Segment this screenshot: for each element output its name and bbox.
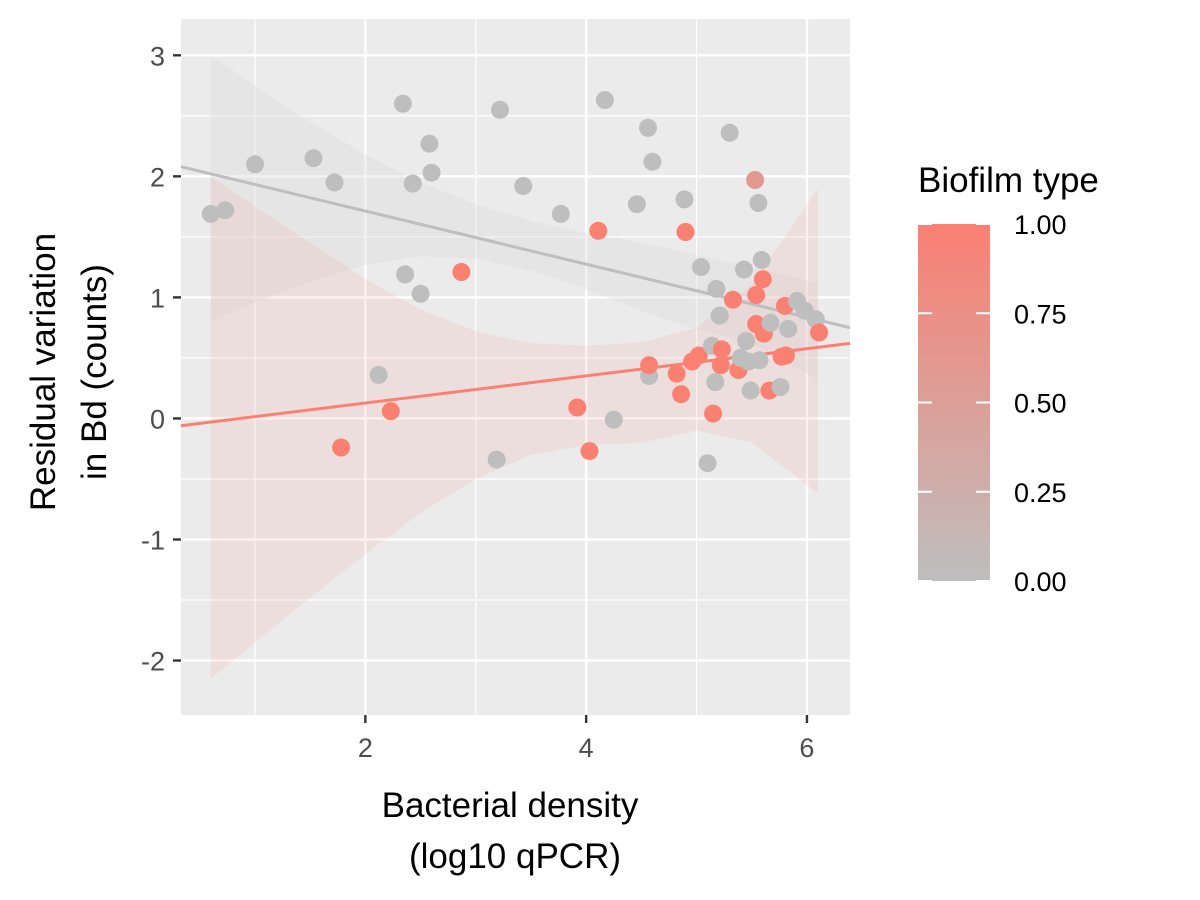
- data-point: [779, 319, 798, 338]
- y-axis: 3 2 1 0 -1 -2: [141, 41, 181, 677]
- data-point: [689, 346, 708, 365]
- data-point: [810, 323, 829, 342]
- data-point: [707, 279, 726, 298]
- data-point: [672, 385, 691, 404]
- data-point: [332, 438, 351, 457]
- data-point: [639, 118, 657, 137]
- data-point: [675, 190, 694, 209]
- data-point: [589, 221, 608, 240]
- y-axis-title: Residual variation: [24, 233, 63, 511]
- data-point: [216, 201, 235, 220]
- data-point: [761, 313, 780, 332]
- legend-label: 0.50: [1014, 389, 1067, 419]
- y-tick-label: 2: [150, 162, 165, 192]
- data-point: [643, 152, 662, 171]
- data-point: [752, 250, 771, 269]
- data-point: [741, 381, 760, 400]
- legend-label: 0.75: [1014, 299, 1067, 329]
- confidence-bands: [210, 55, 819, 679]
- data-point: [692, 258, 710, 277]
- y-axis-title-line-1: Residual variation: [24, 233, 63, 511]
- data-point: [710, 306, 729, 325]
- data-point: [487, 450, 506, 469]
- data-point: [514, 177, 533, 195]
- x-tick-label: 2: [358, 733, 373, 763]
- y-tick-label: -1: [141, 525, 165, 555]
- data-point: [627, 195, 646, 214]
- x-axis-title-line-1: Bacterial density: [382, 786, 639, 825]
- data-point: [325, 173, 344, 192]
- data-point: [393, 94, 412, 113]
- data-point: [735, 260, 753, 279]
- x-axis: 2 4 6: [358, 715, 814, 763]
- data-point: [711, 356, 730, 375]
- confidence-band-0: [210, 55, 819, 380]
- data-point: [580, 442, 599, 461]
- data-point: [422, 163, 441, 182]
- y-tick-label: 0: [150, 404, 165, 434]
- data-points: [201, 91, 829, 473]
- data-point: [304, 149, 323, 168]
- data-point: [452, 263, 471, 281]
- data-point: [411, 284, 430, 303]
- data-point: [246, 155, 264, 174]
- data-point: [551, 204, 570, 223]
- y-axis-title-line-2: in Bd (counts): [75, 264, 114, 480]
- data-point: [777, 346, 795, 365]
- data-point: [750, 351, 769, 370]
- legend-label: 0.25: [1014, 478, 1067, 508]
- y-tick-label: 1: [150, 283, 165, 313]
- legend-ticks: 1.00 0.75 0.50 0.25 0.00: [918, 210, 1067, 597]
- confidence-band-1: [210, 176, 819, 679]
- data-point: [369, 365, 388, 384]
- x-axis-title-line-2: (log10 qPCR): [409, 837, 621, 876]
- data-point: [595, 91, 614, 110]
- legend-label: 0.00: [1014, 567, 1067, 597]
- data-point: [753, 270, 772, 289]
- data-point: [712, 340, 731, 359]
- data-point: [704, 404, 723, 423]
- data-point: [698, 454, 717, 473]
- y-tick-label: -2: [141, 647, 165, 677]
- legend-label: 1.00: [1014, 210, 1067, 240]
- legend-title: Biofilm type: [918, 161, 1099, 200]
- data-point: [667, 364, 686, 383]
- data-point: [676, 223, 695, 241]
- y-axis-title-2: in Bd (counts): [75, 264, 114, 480]
- data-point: [706, 373, 725, 392]
- legend: Biofilm type 1.00 0.75 0.50 0.25 0.00: [918, 161, 1099, 597]
- data-point: [640, 356, 659, 375]
- y-tick-label: 3: [150, 41, 165, 71]
- x-tick-label: 4: [579, 733, 594, 763]
- data-point: [720, 123, 739, 142]
- data-point: [491, 100, 509, 119]
- x-tick-label: 6: [799, 733, 814, 763]
- data-point: [771, 378, 790, 396]
- data-point: [604, 410, 623, 429]
- data-point: [749, 194, 768, 212]
- data-point: [747, 286, 766, 304]
- data-point: [724, 290, 742, 309]
- data-point: [396, 265, 415, 284]
- major-gridlines: [181, 19, 850, 715]
- data-point: [403, 174, 422, 193]
- data-point: [746, 171, 765, 189]
- data-point: [420, 134, 439, 153]
- data-point: [201, 204, 220, 223]
- data-point: [381, 402, 400, 421]
- data-point: [568, 398, 587, 417]
- data-point: [737, 332, 756, 350]
